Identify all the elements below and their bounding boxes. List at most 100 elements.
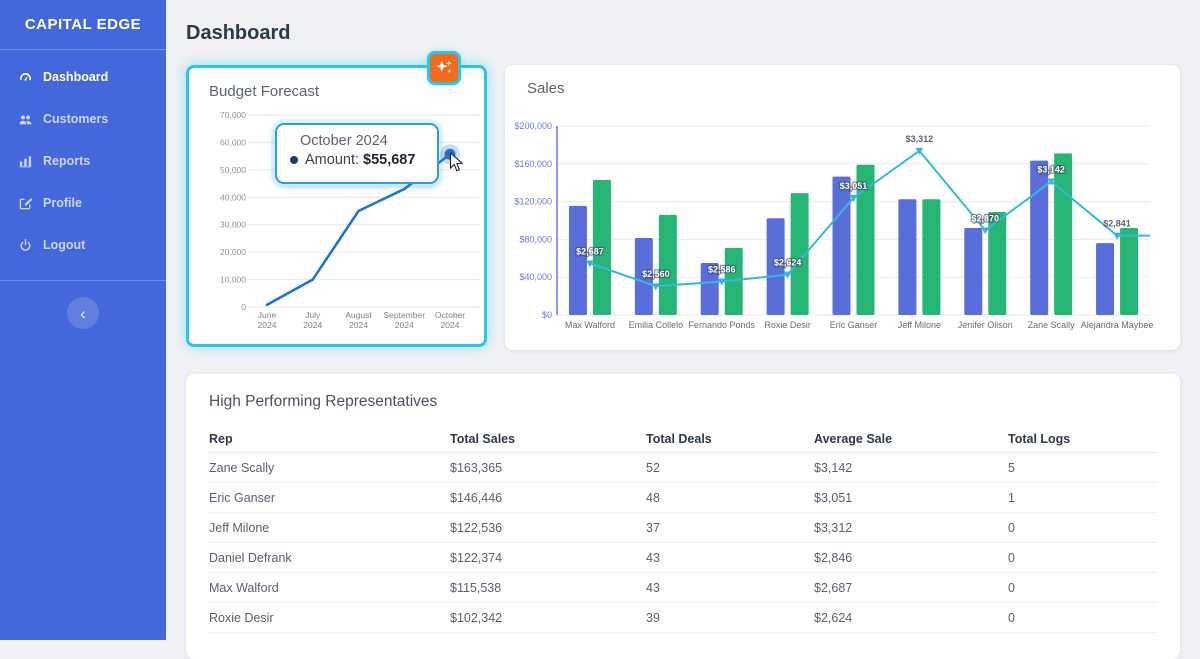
- table-row: Max Walford $115,538 43 $2,687 0: [209, 573, 1157, 603]
- svg-text:Emilia Collelo: Emilia Collelo: [629, 320, 684, 330]
- sidebar-item-label: Profile: [43, 196, 82, 210]
- svg-text:$2,687: $2,687: [576, 246, 604, 256]
- column-header: Total Deals: [646, 431, 712, 446]
- sidebar-item-label: Reports: [43, 154, 91, 168]
- table-cell: $122,374: [450, 550, 503, 565]
- sidebar-collapse-button[interactable]: ‹: [67, 297, 99, 329]
- power-icon: [18, 238, 33, 253]
- svg-text:$3,051: $3,051: [840, 181, 868, 191]
- bar-green-4: [856, 164, 875, 315]
- table-row: Daniel Defrank $122,374 43 $2,846 0: [209, 543, 1157, 573]
- tooltip-title: October 2024: [300, 133, 388, 149]
- svg-text:$2,586: $2,586: [708, 265, 736, 275]
- chart-tooltip: October 2024 Amount: $55,687: [275, 123, 439, 184]
- table-cell: 52: [646, 460, 660, 475]
- divider: [0, 280, 166, 281]
- table-cell: 0: [1008, 580, 1015, 595]
- svg-text:$80,000: $80,000: [519, 234, 552, 244]
- table-cell: 0: [1008, 550, 1015, 565]
- sidebar-item-reports[interactable]: Reports: [0, 140, 166, 182]
- table-cell: $2,687: [814, 580, 853, 595]
- table-cell: 48: [646, 490, 660, 505]
- brand: CAPITAL EDGE: [24, 16, 142, 33]
- svg-text:20,000: 20,000: [220, 247, 246, 257]
- sales-chart[interactable]: $0 $40,000 $80,000 $120,000 $160,000 $200,000…: [505, 65, 1180, 350]
- svg-text:$40,000: $40,000: [519, 272, 552, 282]
- budget-forecast-chart[interactable]: 0 10,000 20,000 30,000 40,000 50,000 60,000 70,…: [192, 71, 487, 343]
- bar-blue-5: [898, 199, 917, 315]
- svg-text:$200,000: $200,000: [514, 121, 552, 131]
- table-title: High Performing Representatives: [209, 393, 438, 410]
- svg-text:40,000: 40,000: [220, 192, 246, 202]
- card-title: Sales: [527, 80, 565, 97]
- svg-text:$3,142: $3,142: [1037, 164, 1065, 174]
- svg-text:Jeff Milone: Jeff Milone: [898, 320, 941, 330]
- gauge-icon: [18, 70, 33, 85]
- table-cell: 5: [1008, 460, 1015, 475]
- ai-sparkle-button[interactable]: [427, 51, 461, 85]
- sparkle-icon: [436, 60, 452, 74]
- bar-green-7: [1054, 153, 1073, 315]
- budget-x-labels: June 2024 July 2024 August 2024 September 2024 O…: [258, 310, 466, 330]
- mouse-cursor: [449, 152, 464, 172]
- table-cell: 0: [1008, 520, 1015, 535]
- sidebar-item-label: Dashboard: [43, 70, 109, 84]
- sidebar: CAPITAL EDGE Dashboard Customers Reports Pr…: [0, 0, 166, 640]
- svg-text:10,000: 10,000: [220, 275, 246, 285]
- svg-text:50,000: 50,000: [220, 165, 246, 175]
- table-cell: Jeff Milone: [209, 520, 270, 535]
- bar-blue-4: [832, 176, 851, 315]
- bar-green-8: [1120, 228, 1139, 315]
- sidebar-item-logout[interactable]: Logout: [0, 224, 166, 266]
- bar-green-5: [922, 199, 941, 315]
- card-title: Budget Forecast: [209, 83, 320, 100]
- svg-text:Jenifer Olison: Jenifer Olison: [958, 320, 1013, 330]
- bar-blue-1: [634, 237, 653, 315]
- table-cell: $122,536: [450, 520, 503, 535]
- table-cell: Roxie Desir: [209, 610, 274, 625]
- divider: [0, 49, 166, 50]
- column-header: Total Sales: [450, 431, 516, 446]
- sidebar-item-customers[interactable]: Customers: [0, 98, 166, 140]
- table-cell: Max Walford: [209, 580, 279, 595]
- table-cell: 39: [646, 610, 660, 625]
- bar-blue-6: [964, 228, 983, 315]
- table-cell: $163,365: [450, 460, 503, 475]
- table-row: Eric Ganser $146,446 48 $3,051 1: [209, 483, 1157, 513]
- svg-text:$0: $0: [542, 310, 552, 320]
- table-row: Zane Scally $163,365 52 $3,142 5: [209, 453, 1157, 483]
- bar-blue-8: [1096, 243, 1115, 315]
- svg-text:Zane Scally: Zane Scally: [1028, 320, 1076, 330]
- svg-text:Roxie Desir: Roxie Desir: [764, 320, 811, 330]
- sales-bars[interactable]: [568, 153, 1139, 315]
- chevron-left-icon: ‹: [80, 303, 86, 323]
- column-header: Average Sale: [814, 431, 893, 446]
- main-content: Dashboard Budget Forecast 0 10,000 20,000 3…: [166, 0, 1200, 659]
- table-cell: 37: [646, 520, 660, 535]
- bar-chart-icon: [18, 154, 33, 169]
- average-sale-line[interactable]: [589, 149, 1150, 288]
- average-sale-labels: $2,687 $2,560 $2,586 $2,624 $3,051 $3,312 $2,8…: [575, 134, 1131, 291]
- table-cell: $3,142: [814, 460, 853, 475]
- table-cell: 43: [646, 580, 660, 595]
- bar-green-0: [592, 179, 611, 315]
- table-cell: Daniel Defrank: [209, 550, 292, 565]
- svg-text:Eric Ganser: Eric Ganser: [830, 320, 878, 330]
- sidebar-item-dashboard[interactable]: Dashboard: [0, 56, 166, 98]
- sales-card: Sales $0 $40,000 $80,000 $120,000 $160,000 $2…: [505, 65, 1180, 350]
- bar-green-1: [658, 214, 677, 315]
- sidebar-nav: Dashboard Customers Reports Profile Logout: [0, 56, 166, 266]
- svg-text:60,000: 60,000: [220, 137, 246, 147]
- sidebar-item-label: Customers: [43, 112, 109, 126]
- table-cell: $146,446: [450, 490, 503, 505]
- bar-green-2: [724, 247, 743, 315]
- sidebar-item-profile[interactable]: Profile: [0, 182, 166, 224]
- table-cell: $2,624: [814, 610, 853, 625]
- high-performing-representatives-card: High Performing Representatives Rep Total…: [186, 374, 1180, 659]
- table-cell: Eric Ganser: [209, 490, 275, 505]
- svg-text:Fernando Ponds: Fernando Ponds: [688, 320, 755, 330]
- sidebar-item-label: Logout: [43, 238, 86, 252]
